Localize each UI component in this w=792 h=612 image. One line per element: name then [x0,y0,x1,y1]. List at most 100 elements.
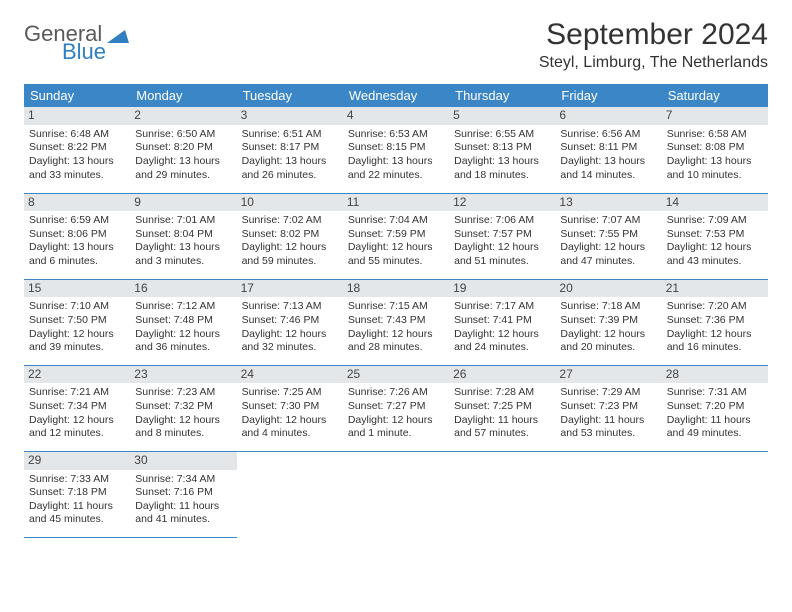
calendar-cell: 3Sunrise: 6:51 AMSunset: 8:17 PMDaylight… [237,107,343,193]
calendar-week-row: 8 Sunrise: 6:59 AMSunset: 8:06 PM Daylight… [24,193,768,279]
calendar-cell [555,451,661,537]
day-info: Sunrise: 6:53 AMSunset: 8:15 PMDaylight:… [347,128,445,183]
daylight-line: Daylight: 13 hours and 22 minutes. [348,155,444,182]
daylight-line: Daylight: 12 hours and 4 minutes. [242,414,338,441]
calendar-cell: 10Sunrise: 7:02 AMSunset: 8:02 PMDayligh… [237,193,343,279]
calendar-cell: 26Sunrise: 7:28 AMSunset: 7:25 PMDayligh… [449,365,555,451]
calendar-cell: 16Sunrise: 7:12 AMSunset: 7:48 PMDayligh… [130,279,236,365]
sunrise-line: Sunrise: 6:58 AM [667,128,763,142]
sunset-line: Sunset: 8:13 PM [454,141,550,155]
day-info: Sunrise: 7:10 AMSunset: 7:50 PMDaylight:… [28,300,126,355]
day-number: 13 [555,194,661,212]
calendar-cell: 18 Sunrise: 7:15 AMSunset: 7:43 PMDayligh… [343,279,449,365]
calendar-cell [449,451,555,537]
sunrise-line: Sunrise: 6:55 AM [454,128,550,142]
day-number: 29 [24,452,130,470]
calendar-cell: 19Sunrise: 7:17 AMSunset: 7:41 PMDayligh… [449,279,555,365]
calendar-cell: 12 Sunrise: 7:06 AMSunset: 7:57 PMDayligh… [449,193,555,279]
logo: General Blue [24,18,129,63]
sunset-line: Sunset: 8:20 PM [135,141,231,155]
calendar-week-row: 29Sunrise: 7:33 AMSunset: 7:18 PMDayligh… [24,451,768,537]
day-number: 10 [237,194,343,212]
sunrise-line: Sunrise: 7:10 AM [29,300,125,314]
sunrise-line: Sunrise: 6:56 AM [560,128,656,142]
daylight-line: Daylight: 12 hours and 24 minutes. [454,328,550,355]
sunrise-line: Sunrise: 7:21 AM [29,386,125,400]
logo-text: General Blue [24,24,129,63]
daylight-line: Daylight: 12 hours and 16 minutes. [667,328,763,355]
calendar-cell: 9Sunrise: 7:01 AMSunset: 8:04 PMDaylight… [130,193,236,279]
day-info: Sunrise: 7:29 AMSunset: 7:23 PMDaylight:… [559,386,657,441]
calendar-cell: 8Sunrise: 6:59 AMSunset: 8:06 PMDaylight… [24,193,130,279]
sunrise-line: Sunrise: 7:01 AM [135,214,231,228]
sunset-line: Sunset: 7:43 PM [348,314,444,328]
daylight-line: Daylight: 11 hours and 57 minutes. [454,414,550,441]
daylight-line: Daylight: 12 hours and 47 minutes. [560,241,656,268]
day-number: 26 [449,366,555,384]
sunrise-line: Sunrise: 7:33 AM [29,473,125,487]
sunrise-line: Sunrise: 7:12 AM [135,300,231,314]
title-block: September 2024 Steyl, Limburg, The Nethe… [539,18,768,72]
calendar-cell: 23Sunrise: 7:23 AMSunset: 7:32 PMDayligh… [130,365,236,451]
calendar-cell: 25Sunrise: 7:26 AMSunset: 7:27 PMDayligh… [343,365,449,451]
sunset-line: Sunset: 8:17 PM [242,141,338,155]
calendar-week-row: 1Sunrise: 6:48 AMSunset: 8:22 PMDaylight… [24,107,768,193]
calendar-cell: 5Sunrise: 6:55 AMSunset: 8:13 PMDaylight… [449,107,555,193]
day-number: 21 [662,280,768,298]
sunrise-line: Sunrise: 7:04 AM [348,214,444,228]
day-info: Sunrise: 6:50 AMSunset: 8:20 PMDaylight:… [134,128,232,183]
day-number: 18 [343,280,449,298]
calendar-cell [662,451,768,537]
calendar-cell: 21Sunrise: 7:20 AMSunset: 7:36 PMDayligh… [662,279,768,365]
daylight-line: Daylight: 12 hours and 51 minutes. [454,241,550,268]
day-number: 16 [130,280,236,298]
day-info: Sunrise: 6:48 AMSunset: 8:22 PMDaylight:… [28,128,126,183]
day-info: Sunrise: 7:04 AMSunset: 7:59 PMDaylight:… [347,214,445,269]
day-info: Sunrise: 7:15 AMSunset: 7:43 PMDaylight:… [347,300,445,355]
calendar-cell: 29Sunrise: 7:33 AMSunset: 7:18 PMDayligh… [24,451,130,537]
day-info: Sunrise: 6:56 AMSunset: 8:11 PMDaylight:… [559,128,657,183]
day-info: Sunrise: 7:18 AMSunset: 7:39 PMDaylight:… [559,300,657,355]
sunrise-line: Sunrise: 6:53 AM [348,128,444,142]
sunrise-line: Sunrise: 7:17 AM [454,300,550,314]
day-number: 12 [449,194,555,212]
weekday-header: Wednesday [343,84,449,107]
sunrise-line: Sunrise: 6:59 AM [29,214,125,228]
calendar-cell: 1Sunrise: 6:48 AMSunset: 8:22 PMDaylight… [24,107,130,193]
daylight-line: Daylight: 12 hours and 59 minutes. [242,241,338,268]
sunrise-line: Sunrise: 6:50 AM [135,128,231,142]
calendar-cell: 15 Sunrise: 7:10 AMSunset: 7:50 PMDayligh… [24,279,130,365]
sunrise-line: Sunrise: 7:26 AM [348,386,444,400]
sunset-line: Sunset: 8:06 PM [29,228,125,242]
day-number: 15 [24,280,130,298]
sunrise-line: Sunrise: 7:07 AM [560,214,656,228]
daylight-line: Daylight: 12 hours and 32 minutes. [242,328,338,355]
calendar-cell: 4 Sunrise: 6:53 AMSunset: 8:15 PMDaylight… [343,107,449,193]
sunset-line: Sunset: 8:15 PM [348,141,444,155]
daylight-line: Daylight: 13 hours and 18 minutes. [454,155,550,182]
sunrise-line: Sunrise: 7:15 AM [348,300,444,314]
day-info: Sunrise: 7:06 AMSunset: 7:57 PMDaylight:… [453,214,551,269]
calendar-cell [343,451,449,537]
day-number: 8 [24,194,130,212]
weekday-header-row: SundayMondayTuesdayWednesdayThursdayFrid… [24,84,768,107]
daylight-line: Daylight: 13 hours and 33 minutes. [29,155,125,182]
sunrise-line: Sunrise: 7:13 AM [242,300,338,314]
sunset-line: Sunset: 7:46 PM [242,314,338,328]
daylight-line: Daylight: 12 hours and 12 minutes. [29,414,125,441]
day-number: 4 [343,107,449,125]
day-number: 9 [130,194,236,212]
sunrise-line: Sunrise: 7:25 AM [242,386,338,400]
sunset-line: Sunset: 8:02 PM [242,228,338,242]
weekday-header: Monday [130,84,236,107]
sunrise-line: Sunrise: 6:51 AM [242,128,338,142]
daylight-line: Daylight: 11 hours and 49 minutes. [667,414,763,441]
day-info: Sunrise: 6:51 AMSunset: 8:17 PMDaylight:… [241,128,339,183]
calendar-table: SundayMondayTuesdayWednesdayThursdayFrid… [24,84,768,538]
sunset-line: Sunset: 7:23 PM [560,400,656,414]
day-number: 6 [555,107,661,125]
daylight-line: Daylight: 12 hours and 20 minutes. [560,328,656,355]
day-info: Sunrise: 7:21 AMSunset: 7:34 PMDaylight:… [28,386,126,441]
calendar-cell: 11Sunrise: 7:04 AMSunset: 7:59 PMDayligh… [343,193,449,279]
calendar-cell [237,451,343,537]
